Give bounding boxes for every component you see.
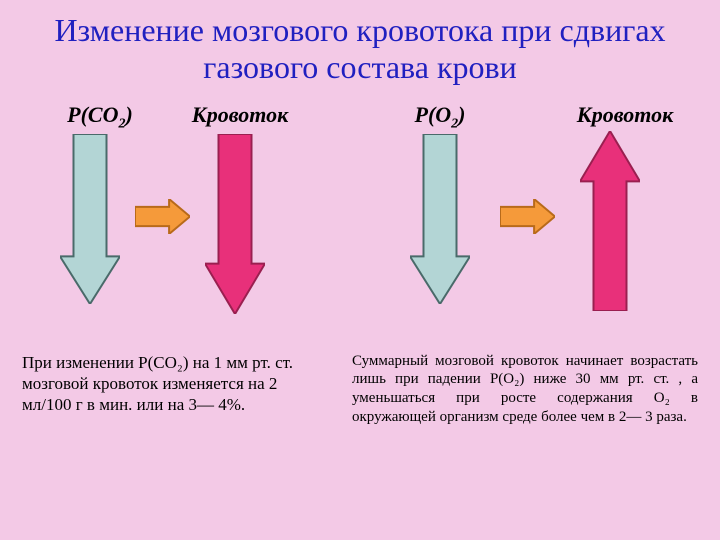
labels-row: Р(СО2) Кровоток Р(О2) Кровоток <box>0 94 720 124</box>
arrows-area <box>0 134 720 334</box>
text-row: При изменении Р(СО₂) на 1 мм рт. ст. моз… <box>0 334 720 427</box>
arrow-a6 <box>500 199 555 239</box>
arrow-a3 <box>135 199 190 239</box>
label-krovotok-left: Кровоток <box>170 102 310 128</box>
text-left: При изменении Р(СО₂) на 1 мм рт. ст. моз… <box>22 352 322 427</box>
label-pco2: Р(СО2) <box>45 102 155 132</box>
arrow-a2 <box>205 134 265 319</box>
slide-title: Изменение мозгового кровотока при сдвига… <box>0 0 720 94</box>
arrow-a5 <box>580 131 640 316</box>
arrow-a1 <box>60 134 120 309</box>
label-krovotok-right: Кровоток <box>555 102 695 128</box>
arrow-a4 <box>410 134 470 309</box>
label-po2: Р(О2) <box>395 102 485 132</box>
text-right: Суммарный мозговой кровоток начинает воз… <box>352 352 698 427</box>
